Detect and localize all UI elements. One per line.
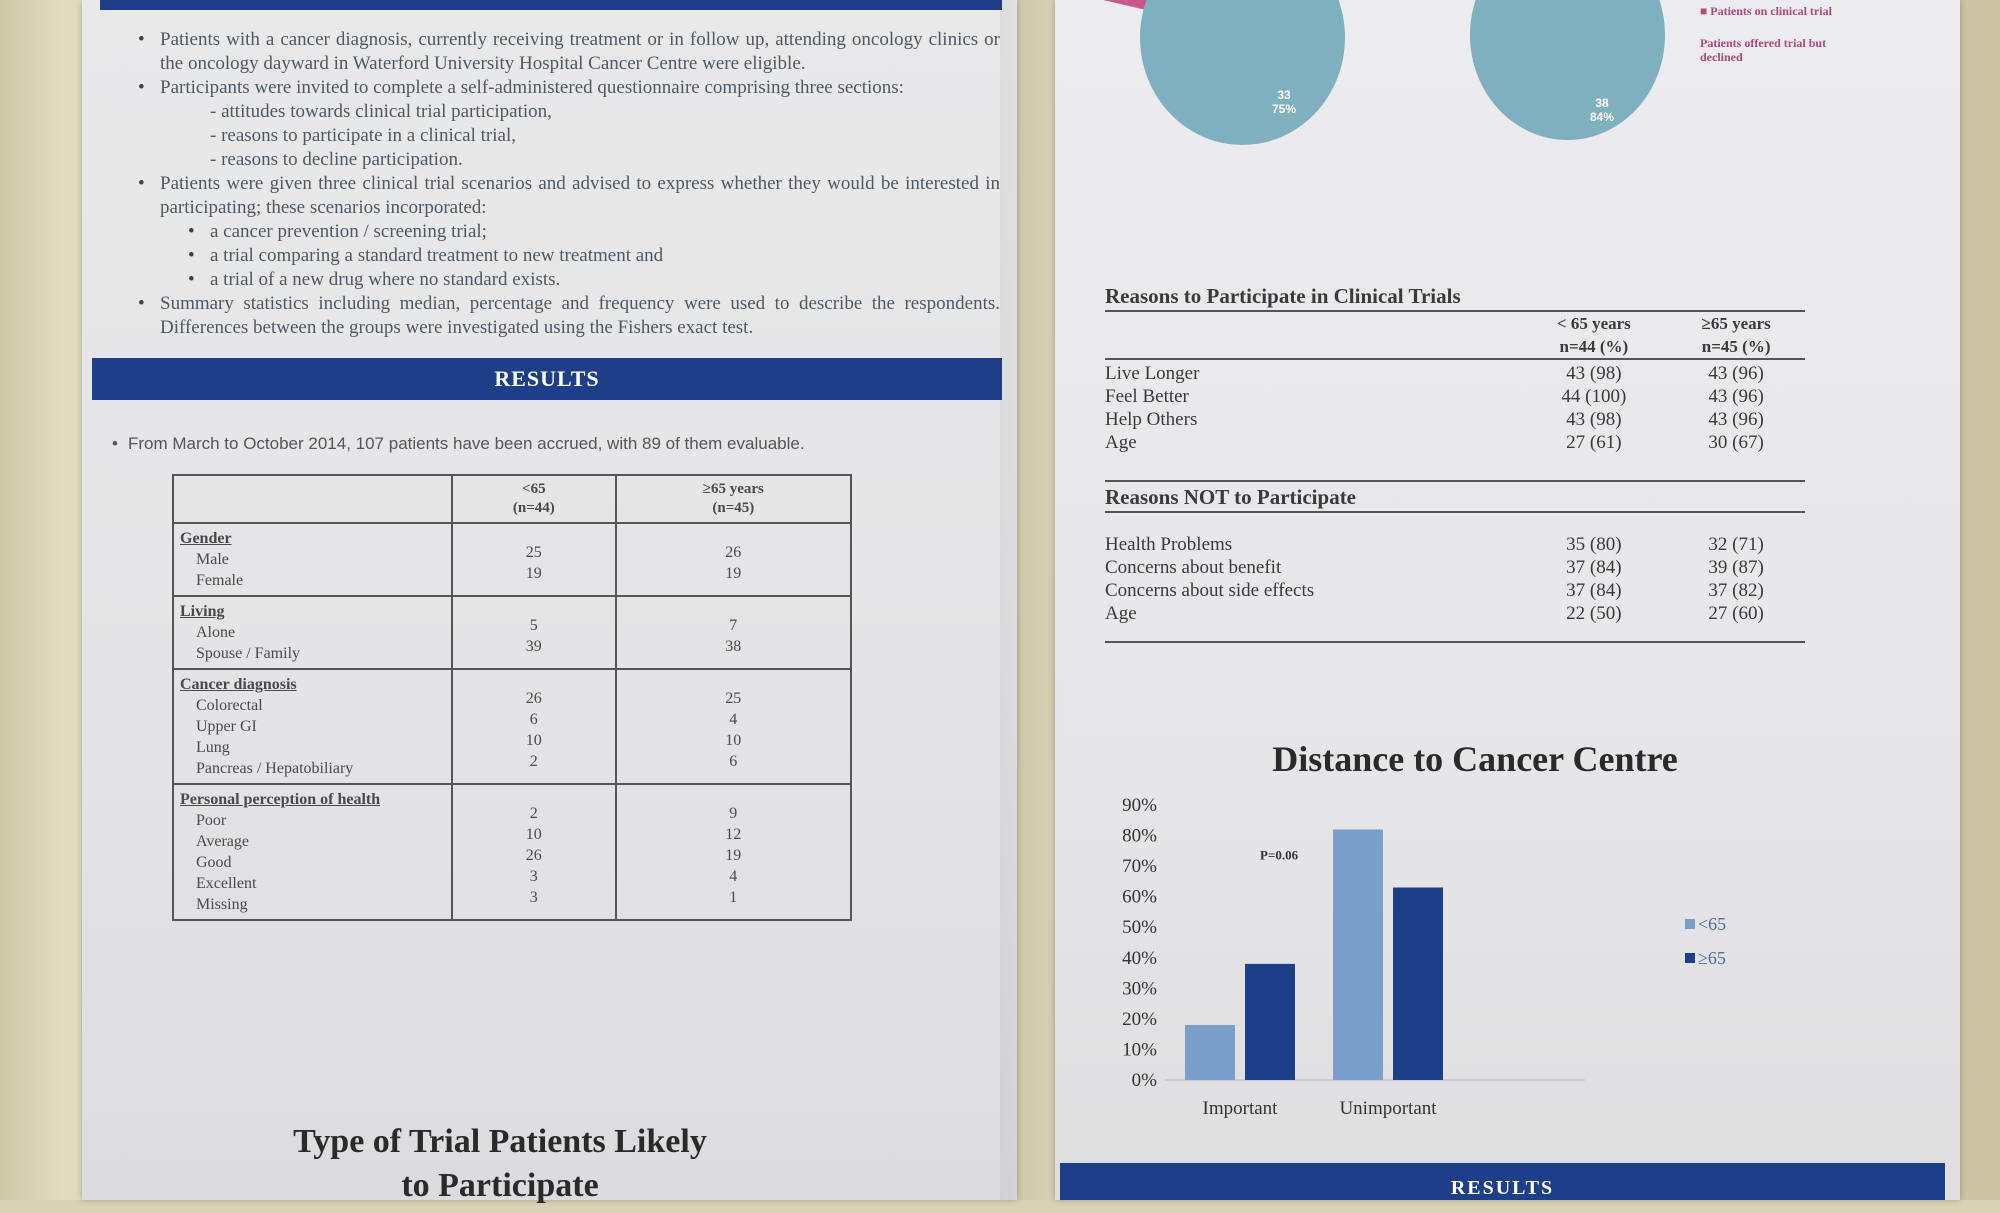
demographics-table: <65 (n=44) ≥65 years (n=45) Gender Male Fema… — [172, 474, 853, 921]
table-row: Cancer diagnosis Colorectal Upper GI Lung Pa… — [172, 668, 853, 785]
y-tick-label: 60% — [1122, 887, 1157, 908]
right-poster-panel — [1055, 0, 1960, 1200]
y-tick-label: 80% — [1122, 826, 1157, 847]
table-row: Live Longer 43 (98) 43 (96) — [1105, 363, 1764, 384]
legend-swatch — [1685, 919, 1695, 929]
bar — [1185, 1025, 1235, 1080]
method-bullet-eligibility: Patients with a cancer diagnosis, curren… — [130, 28, 1000, 76]
table-row: Concerns about benefit 37 (84) 39 (87) — [1105, 557, 1764, 578]
table-header-over65: ≥65 years (n=45) — [614, 474, 853, 524]
method-bullet-questionnaire: Participants were invited to complete a … — [130, 76, 1000, 100]
reasons-not-title: Reasons NOT to Participate — [1105, 481, 1805, 513]
table-row: Health Problems 35 (80) 32 (71) — [1105, 534, 1764, 555]
methods-list: Patients with a cancer diagnosis, curren… — [130, 28, 1000, 340]
bar — [1333, 829, 1383, 1080]
y-tick-label: 10% — [1122, 1039, 1157, 1060]
table-row: Feel Better 44 (100) 43 (96) — [1105, 386, 1764, 407]
scenario-item: a cancer prevention / screening trial; — [130, 220, 1000, 244]
table-row: Age 22 (50) 27 (60) — [1105, 603, 1764, 624]
reasons-table: Reasons to Participate in Clinical Trial… — [1105, 285, 1805, 643]
table-row: Age 27 (61) 30 (67) — [1105, 432, 1764, 453]
p-value-annotation: P=0.06 — [1260, 848, 1299, 863]
bar — [1393, 887, 1443, 1080]
table-header-under65: <65 (n=44) — [451, 474, 617, 524]
distance-bar-chart: 0% 10% 20% 30% 40% 50% 60% 70% 80% 90% Important Un… — [1122, 795, 1726, 1119]
pie-legend-declined: Patients offered trial but declined — [1700, 36, 1827, 64]
y-tick-label: 70% — [1122, 856, 1157, 877]
table-header-blank — [172, 474, 453, 524]
accrual-statement: From March to October 2014, 107 patients… — [112, 434, 805, 454]
table-row: Personal perception of health Poor Average… — [172, 783, 853, 921]
legend-label: <65 — [1698, 914, 1726, 934]
scenario-item: a trial of a new drug where no standard … — [130, 268, 1000, 292]
group-title: Personal perception of health — [180, 791, 381, 808]
results-banner: RESULTS — [92, 358, 1002, 400]
x-tick-label: Important — [1203, 1098, 1279, 1119]
group-title: Cancer diagnosis — [180, 676, 297, 693]
scenario-item: a trial comparing a standard treatment t… — [130, 244, 1000, 268]
top-header-bar — [100, 0, 1002, 10]
section-item: - reasons to decline participation. — [210, 149, 463, 170]
table-row: Help Others 43 (98) 43 (96) — [1105, 409, 1764, 430]
method-bullet-statistics: Summary statistics including median, per… — [130, 292, 1000, 340]
group-title: Gender — [180, 530, 232, 547]
reasons-title: Reasons to Participate in Clinical Trial… — [1105, 285, 1805, 312]
y-tick-label: 50% — [1122, 917, 1157, 938]
section-item: - attitudes towards clinical trial parti… — [210, 101, 552, 122]
pie-left-label: 33 75% — [1272, 88, 1297, 116]
method-bullet-scenarios: Patients were given three clinical trial… — [130, 172, 1000, 220]
table-row: Gender Male Female 25 19 26 19 — [172, 522, 853, 597]
section-item: - reasons to participate in a clinical t… — [210, 125, 516, 146]
y-tick-label: 0% — [1132, 1070, 1158, 1091]
trial-type-title: Type of Trial Patients Likely to Partici… — [293, 1123, 707, 1204]
y-tick-label: 30% — [1122, 978, 1157, 999]
table-row: Concerns about side effects 37 (84) 37 (82… — [1105, 580, 1764, 601]
y-tick-label: 40% — [1122, 948, 1157, 969]
legend-swatch — [1685, 953, 1695, 963]
pie-right-label: 38 84% — [1590, 96, 1615, 124]
results-banner-bottom: RESULTS — [1060, 1163, 1945, 1200]
pie-legend-on-trial: ■ Patients on clinical trial — [1700, 4, 1832, 18]
y-tick-label: 20% — [1122, 1009, 1157, 1030]
x-tick-label: Unimportant — [1339, 1098, 1437, 1119]
y-tick-label: 90% — [1122, 795, 1157, 816]
panel-gap-shadow — [1000, 0, 1060, 1200]
group-title: Living — [180, 603, 225, 620]
bar — [1245, 963, 1295, 1080]
legend-label: ≥65 — [1698, 948, 1726, 968]
chart-title: Distance to Cancer Centre — [1272, 739, 1678, 779]
table-row: Living Alone Spouse / Family 5 39 7 38 — [172, 595, 853, 670]
